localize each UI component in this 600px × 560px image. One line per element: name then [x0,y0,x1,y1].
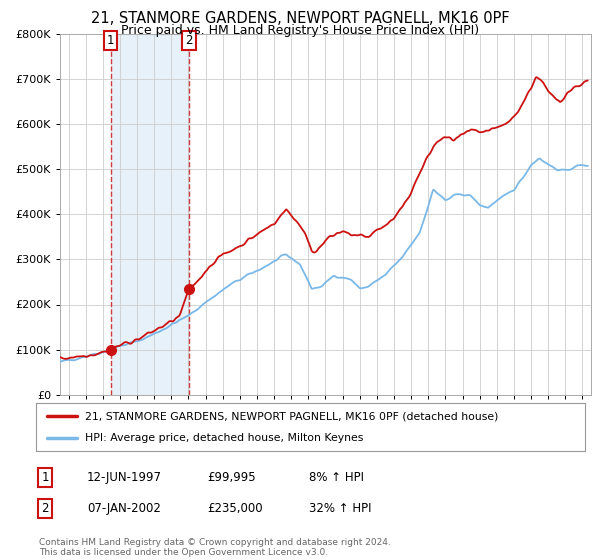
Text: 8% ↑ HPI: 8% ↑ HPI [309,471,364,484]
Bar [110,34,189,395]
Text: 12-JUN-1997: 12-JUN-1997 [87,471,162,484]
Text: 2: 2 [185,34,193,46]
Text: HPI: Average price, detached house, Milton Keynes: HPI: Average price, detached house, Milt… [85,433,364,443]
Text: £99,995: £99,995 [207,471,256,484]
Text: Price paid vs. HM Land Registry's House Price Index (HPI): Price paid vs. HM Land Registry's House … [121,24,479,36]
Text: 21, STANMORE GARDENS, NEWPORT PAGNELL, MK16 0PF (detached house): 21, STANMORE GARDENS, NEWPORT PAGNELL, M… [85,411,499,421]
Text: 21, STANMORE GARDENS, NEWPORT PAGNELL, MK16 0PF: 21, STANMORE GARDENS, NEWPORT PAGNELL, M… [91,11,509,26]
Text: 2: 2 [41,502,49,515]
Text: 1: 1 [107,34,114,46]
Text: 1: 1 [41,471,49,484]
Text: £235,000: £235,000 [207,502,263,515]
Text: Contains HM Land Registry data © Crown copyright and database right 2024.
This d: Contains HM Land Registry data © Crown c… [39,538,391,557]
Text: 32% ↑ HPI: 32% ↑ HPI [309,502,371,515]
Text: 07-JAN-2002: 07-JAN-2002 [87,502,161,515]
